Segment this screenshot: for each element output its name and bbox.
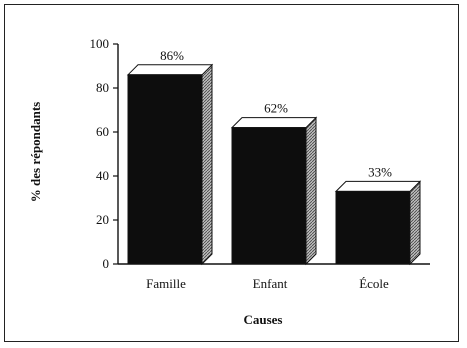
bar-2 — [334, 180, 422, 266]
bar-side-0 — [201, 63, 213, 266]
y-tick-label-40: 40 — [96, 168, 109, 183]
bar-front-2 — [335, 190, 411, 265]
y-tick-label-0: 0 — [103, 256, 110, 271]
bar-top-2 — [334, 180, 422, 192]
y-tick-label-80: 80 — [96, 80, 109, 95]
bar-1 — [230, 116, 318, 266]
category-label-0: Famille — [146, 276, 186, 291]
bar-front-0 — [127, 74, 203, 265]
bar-top-0 — [126, 64, 214, 76]
y-tick-label-100: 100 — [90, 36, 110, 51]
data-label-1: 62% — [264, 101, 288, 116]
bar-front-1 — [231, 127, 307, 265]
y-tick-label-20: 20 — [96, 212, 109, 227]
data-label-2: 33% — [368, 164, 392, 179]
bar-top-1 — [230, 117, 318, 129]
bar-0 — [126, 63, 214, 266]
data-label-0: 86% — [160, 48, 184, 63]
category-label-1: Enfant — [253, 276, 288, 291]
y-axis-title: % des répondants — [28, 102, 43, 202]
bar-side-2 — [409, 180, 421, 266]
x-axis-title: Causes — [243, 312, 282, 327]
bar-side-1 — [305, 116, 317, 266]
y-tick-label-60: 60 — [96, 124, 109, 139]
category-label-2: École — [359, 276, 389, 291]
